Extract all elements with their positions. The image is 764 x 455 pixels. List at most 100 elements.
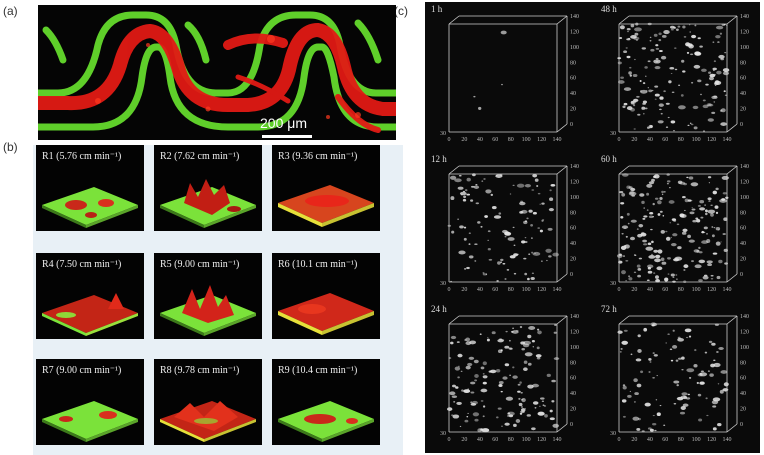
biofilm-speck [530,223,534,227]
biofilm-speck [682,195,686,199]
y-tick-label: 40 [570,241,576,247]
biofilm-speck [464,268,467,270]
biofilm-speck [665,342,667,344]
biofilm-speck [480,225,483,228]
biofilm-speck [621,399,627,403]
biofilm-speck [717,422,722,427]
biofilm-speck [505,330,508,333]
biofilm-speck [674,47,677,49]
biofilm-speck [691,207,693,209]
biofilm-speck [450,341,454,345]
biofilm-speck [716,351,719,353]
biofilm-speck [525,220,527,223]
biofilm-speck [681,356,685,360]
biofilm-speck [550,184,556,187]
biofilm-speck [702,99,706,102]
biofilm-speck [643,215,648,218]
biofilm-speck [536,346,540,350]
biofilm-speck [714,80,720,84]
biofilm-speck [466,266,470,270]
biofilm-speck [682,228,688,232]
biofilm-speck [651,178,655,182]
biofilm-speck [635,358,642,362]
biofilm-speck [657,120,664,124]
biofilm-speck [523,360,528,364]
reactor-grid: R1 (5.76 cm min⁻¹) R2 (7.62 cm min⁻¹) R3… [33,145,403,455]
biofilm-speck [646,279,650,281]
biofilm-speck [653,272,656,274]
x-tick-label: 80 [508,287,514,293]
biofilm-speck [491,331,496,335]
y-tick-label: 80 [740,60,746,66]
biofilm-speck [528,209,533,213]
volume-edge [618,15,630,25]
biofilm-speck [665,236,671,241]
biofilm-speck [482,272,485,274]
biofilm-speck [647,242,652,246]
x-tick-label: 100 [522,437,531,443]
x-tick-label: 0 [618,437,621,443]
biofilm-speck [500,258,504,262]
biofilm-speck [622,385,627,390]
biofilm-speck [626,212,630,216]
biofilm-speck [708,71,712,74]
biofilm-speck [697,79,702,83]
biofilm-speck [642,217,646,220]
biofilm-speck [719,389,724,394]
biofilm-speck [722,233,726,235]
biofilm-speck [551,400,555,403]
biofilm-speck [672,345,678,349]
biofilm-speck [691,208,696,211]
biofilm-speck [626,55,631,59]
biofilm-speck [647,264,654,269]
biofilm-speck [722,71,730,76]
biofilm-speck [658,39,662,42]
biofilm-speck [526,217,529,220]
biofilm-speck [653,59,661,64]
biofilm-speck [464,189,468,192]
biofilm-speck [447,407,453,411]
biofilm-speck [541,400,545,402]
biofilm-speck [456,341,460,343]
biofilm-speck [648,181,655,185]
biofilm-speck [661,190,665,194]
biofilm-speck [622,415,626,418]
time-label: 48 h [601,4,617,14]
biofilm-speck [646,126,650,129]
biofilm-speck [677,25,681,28]
biofilm-speck [524,236,527,239]
biofilm-speck [720,370,728,374]
biofilm-speck [713,69,715,72]
volume-edge [618,165,630,175]
biofilm-speck [722,388,729,392]
y-tick-label: 100 [740,45,749,51]
biofilm-speck [465,337,471,342]
y-tick-label: 120 [740,29,749,35]
biofilm-speck [710,274,714,277]
biofilm-speck [707,370,710,372]
biofilm-speck [657,213,661,216]
biofilm-speck [521,398,526,403]
biofilm-speck [552,252,560,257]
x-tick-label: 120 [707,287,716,293]
biofilm-speck [636,228,639,230]
biofilm-speck [638,257,643,260]
biofilm-speck [506,269,510,271]
y-tick-label: 80 [570,210,576,216]
biofilm-speck [633,254,636,256]
biofilm-speck [677,246,682,250]
biofilm-speck [628,275,631,278]
biofilm-speck [637,334,641,338]
biofilm-speck [487,248,491,251]
biofilm-speck [666,182,669,185]
volume-48h: 0 20 40 60 80 100 120 140 0 20 40 60 80 100 120 140 30 48… [597,4,757,152]
time-label: 12 h [431,154,447,164]
biofilm-speck [700,216,704,219]
biofilm-speck [649,212,654,215]
biofilm-speck [673,403,677,405]
biofilm-speck [669,67,675,70]
biofilm-speck [495,368,501,373]
biofilm-speck [633,378,638,383]
x-tick-label: 60 [662,437,668,443]
biofilm-speck [688,335,692,338]
